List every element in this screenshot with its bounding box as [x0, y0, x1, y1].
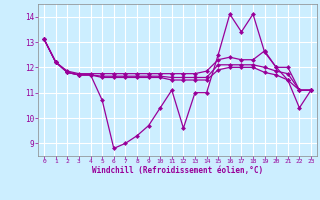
X-axis label: Windchill (Refroidissement éolien,°C): Windchill (Refroidissement éolien,°C)	[92, 166, 263, 175]
